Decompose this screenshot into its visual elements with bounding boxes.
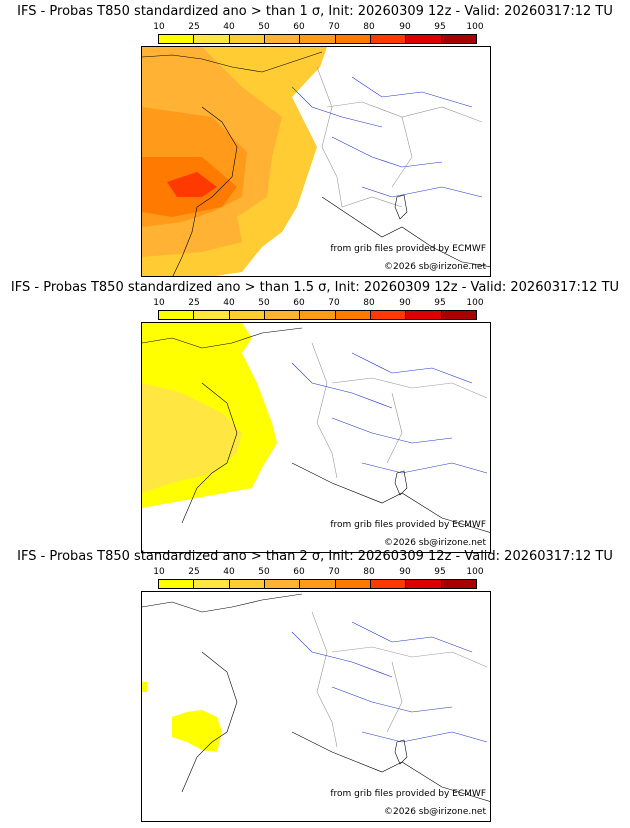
legend-labels: 10 25 40 50 60 70 80 90 95 100 [142, 567, 492, 577]
legend-label: 80 [363, 298, 375, 308]
legend-swatch [300, 311, 336, 319]
prob-region-80 [167, 172, 217, 197]
legend-label: 80 [363, 567, 375, 577]
legend-swatch [159, 311, 195, 319]
legend-label: 90 [399, 22, 411, 32]
prob-region-10-small [142, 682, 147, 692]
legend-label: 25 [188, 567, 200, 577]
legend-label: 25 [188, 22, 200, 32]
legend-label: 100 [466, 298, 484, 308]
legend-swatch [406, 35, 442, 43]
probability-map: from grib files provided by ECMWF ©2026 … [141, 591, 491, 822]
source-credit: from grib files provided by ECMWF [330, 520, 486, 530]
legend-label: 70 [328, 298, 340, 308]
legend-label: 95 [434, 22, 446, 32]
legend-label: 90 [399, 567, 411, 577]
legend-swatch [229, 311, 265, 319]
legend-label: 95 [434, 298, 446, 308]
legend-swatch [335, 311, 371, 319]
legend-label: 80 [363, 22, 375, 32]
legend-label: 50 [258, 298, 270, 308]
coastline [142, 327, 490, 533]
legend-swatch [229, 580, 265, 588]
rivers [291, 352, 488, 474]
map-canvas [142, 593, 490, 802]
island-corsica [394, 470, 408, 496]
legend-label: 95 [434, 567, 446, 577]
legend-labels: 10 25 40 50 60 70 80 90 95 100 [142, 22, 492, 32]
legend-swatch [300, 35, 336, 43]
legend-label: 60 [293, 298, 305, 308]
legend-swatch [335, 580, 371, 588]
legend-label: 100 [466, 567, 484, 577]
panel-title: IFS - Probas T850 standardized ano > tha… [17, 4, 613, 19]
legend-colorbar [158, 310, 477, 320]
legend-swatch [159, 35, 195, 43]
legend-swatch [264, 35, 301, 43]
coastline [142, 593, 490, 802]
probability-map: from grib files provided by ECMWF ©2026 … [141, 46, 491, 277]
map-canvas [142, 323, 490, 533]
legend-swatch [194, 35, 230, 43]
legend-swatch [264, 311, 301, 319]
panel-title: IFS - Probas T850 standardized ano > tha… [10, 280, 620, 295]
prob-region-25 [142, 383, 242, 493]
source-credit: from grib files provided by ECMWF [330, 789, 486, 799]
legend-swatch [406, 580, 442, 588]
legend-labels: 10 25 40 50 60 70 80 90 95 100 [142, 298, 492, 308]
legend-label: 40 [223, 298, 235, 308]
copyright-credit: ©2026 sb@irizone.net [384, 807, 486, 817]
probability-map: from grib files provided by ECMWF ©2026 … [141, 322, 491, 553]
map-panel-2sigma: IFS - Probas T850 standardized ano > tha… [0, 545, 630, 822]
legend-label: 70 [328, 567, 340, 577]
legend-label: 10 [153, 567, 165, 577]
source-credit: from grib files provided by ECMWF [330, 244, 486, 254]
legend-swatch [441, 35, 476, 43]
legend-swatch [441, 311, 476, 319]
country-borders [311, 611, 488, 748]
country-borders [316, 66, 483, 208]
legend-label: 70 [328, 22, 340, 32]
legend-label: 10 [153, 298, 165, 308]
legend-label: 50 [258, 567, 270, 577]
legend-label: 10 [153, 22, 165, 32]
legend-label: 90 [399, 298, 411, 308]
legend-swatch [264, 580, 301, 588]
legend-label: 40 [223, 22, 235, 32]
legend-label: 60 [293, 22, 305, 32]
legend-label: 50 [258, 22, 270, 32]
legend-label: 60 [293, 567, 305, 577]
legend-label: 100 [466, 22, 484, 32]
legend-swatch [406, 311, 442, 319]
rivers [291, 621, 488, 743]
panel-title: IFS - Probas T850 standardized ano > tha… [17, 549, 613, 564]
legend-swatch [194, 580, 230, 588]
legend-colorbar [158, 579, 477, 589]
copyright-credit: ©2026 sb@irizone.net [384, 262, 486, 272]
legend-swatch [229, 35, 265, 43]
map-panel-1.5sigma: IFS - Probas T850 standardized ano > tha… [0, 276, 630, 553]
legend-swatch [441, 580, 476, 588]
legend-swatch [159, 580, 195, 588]
legend-swatch [370, 35, 407, 43]
country-borders [311, 342, 488, 479]
legend-swatch [335, 35, 371, 43]
copyright-credit: ©2026 sb@irizone.net [384, 538, 486, 548]
legend-label: 40 [223, 567, 235, 577]
prob-region-10 [172, 710, 222, 752]
legend-colorbar [158, 34, 477, 44]
legend-swatch [194, 311, 230, 319]
coastline [142, 51, 490, 276]
legend-swatch [370, 311, 407, 319]
legend-swatch [300, 580, 336, 588]
map-canvas [142, 47, 490, 276]
map-panel-1sigma: IFS - Probas T850 standardized ano > tha… [0, 0, 630, 277]
island-corsica [394, 194, 408, 220]
legend-swatch [370, 580, 407, 588]
island-corsica [394, 739, 408, 765]
rivers [291, 76, 483, 198]
legend-label: 25 [188, 298, 200, 308]
